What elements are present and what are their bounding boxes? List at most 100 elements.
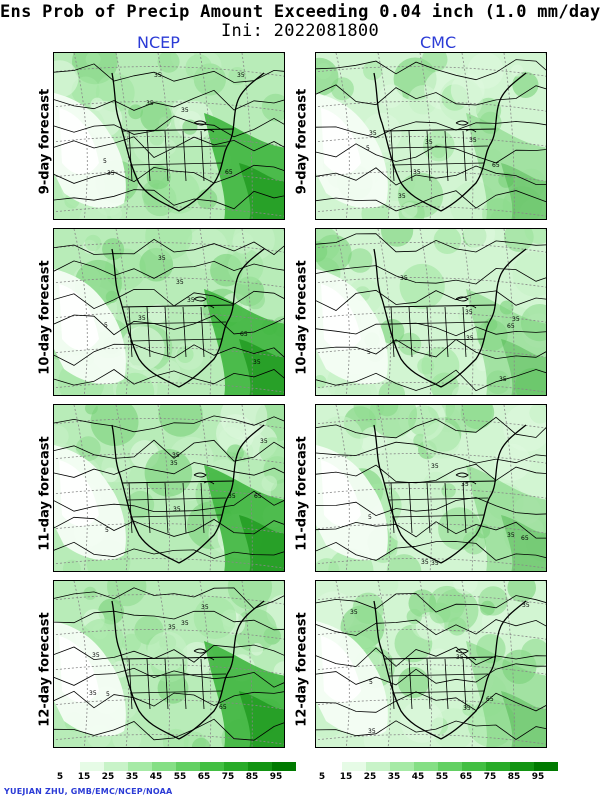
svg-text:5: 5	[367, 349, 371, 356]
svg-text:35: 35	[228, 493, 236, 500]
svg-text:35: 35	[253, 359, 261, 366]
svg-text:35: 35	[431, 463, 439, 470]
svg-text:65: 65	[225, 169, 233, 176]
model-label-ncep: NCEP	[137, 33, 180, 52]
svg-text:35: 35	[181, 620, 189, 627]
svg-text:5: 5	[105, 527, 109, 534]
colorbar-tick-label: 85	[507, 772, 521, 782]
svg-text:35: 35	[368, 728, 376, 735]
svg-text:35: 35	[181, 107, 189, 114]
colorbar-tick-label: 75	[221, 772, 235, 782]
init-time: Ini: 2022081800	[220, 21, 380, 41]
colorbar-swatch	[462, 762, 486, 771]
svg-text:5: 5	[368, 514, 372, 521]
svg-text:35: 35	[350, 609, 358, 616]
row-label-11day: 11-day forecast	[37, 436, 53, 551]
svg-text:5: 5	[103, 158, 107, 165]
svg-text:35: 35	[413, 169, 421, 176]
map-panel-ncep-9day: 35 35 35 35 35 5 65	[53, 52, 285, 220]
colorbar-tick-label: 75	[483, 772, 497, 782]
svg-text:35: 35	[158, 255, 166, 262]
svg-text:35: 35	[522, 602, 530, 609]
colorbar-swatch	[56, 762, 80, 771]
colorbar-tick-label: 35	[125, 772, 139, 782]
colorbar-right	[318, 762, 558, 771]
svg-text:5: 5	[369, 679, 373, 686]
colorbar-tick-label: 45	[411, 772, 425, 782]
svg-text:35: 35	[421, 559, 429, 566]
colorbar-swatch	[534, 762, 558, 771]
colorbar-swatch	[80, 762, 104, 771]
svg-text:65: 65	[507, 323, 515, 330]
colorbar-tick-label: 25	[101, 772, 115, 782]
colorbar-swatch	[128, 762, 152, 771]
colorbar-tick-label: 95	[531, 772, 545, 782]
colorbar-swatch	[272, 762, 296, 771]
map-panel-cmc-9day: 35 35 35 35 35 5 65	[315, 52, 547, 220]
credit-text: YUEJIAN ZHU, GMB/EMC/NCEP/NOAA	[4, 787, 173, 796]
colorbar-swatch	[104, 762, 128, 771]
svg-text:65: 65	[492, 162, 500, 169]
svg-text:35: 35	[176, 279, 184, 286]
svg-text:35: 35	[465, 309, 473, 316]
colorbar-swatch	[486, 762, 510, 771]
svg-text:35: 35	[138, 315, 146, 322]
map-panel-cmc-11day: 35 35 35 35 35 5 65	[315, 404, 547, 572]
svg-text:65: 65	[240, 331, 248, 338]
colorbar-swatch	[438, 762, 462, 771]
colorbar-swatch	[176, 762, 200, 771]
svg-text:35: 35	[154, 72, 162, 79]
map-panel-cmc-10day: 35 35 35 35 35 5 65	[315, 228, 547, 396]
svg-text:35: 35	[92, 652, 100, 659]
svg-text:35: 35	[431, 560, 439, 567]
colorbar-swatch	[510, 762, 534, 771]
colorbar-tick-label: 15	[339, 772, 353, 782]
svg-text:5: 5	[104, 322, 108, 329]
svg-text:35: 35	[107, 170, 115, 177]
model-label-cmc: CMC	[420, 33, 457, 52]
colorbar-tick-label: 5	[318, 772, 326, 782]
colorbar-swatch	[152, 762, 176, 771]
svg-text:35: 35	[512, 316, 520, 323]
colorbar-swatch	[248, 762, 272, 771]
colorbar-swatch	[390, 762, 414, 771]
svg-text:35: 35	[466, 335, 474, 342]
svg-text:65: 65	[219, 704, 227, 711]
colorbar-tick-label: 95	[269, 772, 283, 782]
chart-title: Ens Prob of Precip Amount Exceeding 0.04…	[0, 2, 600, 22]
svg-text:35: 35	[173, 506, 181, 513]
row-label-12day-cmc: 12-day forecast	[294, 612, 310, 727]
colorbar-tick-label: 35	[387, 772, 401, 782]
svg-text:35: 35	[398, 193, 406, 200]
row-label-11day-cmc: 11-day forecast	[294, 436, 310, 551]
row-label-10day-cmc: 10-day forecast	[294, 260, 310, 375]
svg-text:35: 35	[469, 137, 477, 144]
row-label-9day: 9-day forecast	[37, 88, 53, 195]
svg-text:65: 65	[486, 696, 494, 703]
colorbar-swatch	[224, 762, 248, 771]
colorbar-left	[56, 762, 296, 771]
svg-text:35: 35	[400, 275, 408, 282]
svg-text:35: 35	[146, 100, 154, 107]
svg-text:35: 35	[260, 438, 268, 445]
row-label-9day-cmc: 9-day forecast	[294, 88, 310, 195]
colorbar-tick-label: 55	[435, 772, 449, 782]
row-label-10day: 10-day forecast	[37, 260, 53, 375]
svg-text:35: 35	[369, 130, 377, 137]
svg-text:35: 35	[456, 654, 464, 661]
svg-text:65: 65	[521, 535, 529, 542]
colorbar-tick-label: 45	[149, 772, 163, 782]
svg-text:35: 35	[89, 690, 97, 697]
map-panel-ncep-12day: 35 35 35 35 35 5 65	[53, 580, 285, 748]
map-panel-cmc-12day: 35 35 35 35 35 5 65	[315, 580, 547, 748]
colorbar-swatch	[414, 762, 438, 771]
colorbar-swatch	[200, 762, 224, 771]
svg-text:35: 35	[461, 481, 469, 488]
svg-text:5: 5	[106, 691, 110, 698]
colorbar-tick-label: 15	[77, 772, 91, 782]
svg-text:65: 65	[254, 493, 262, 500]
colorbar-tick-label: 55	[173, 772, 187, 782]
svg-text:35: 35	[425, 139, 433, 146]
svg-text:35: 35	[168, 624, 176, 631]
svg-text:35: 35	[463, 705, 471, 712]
